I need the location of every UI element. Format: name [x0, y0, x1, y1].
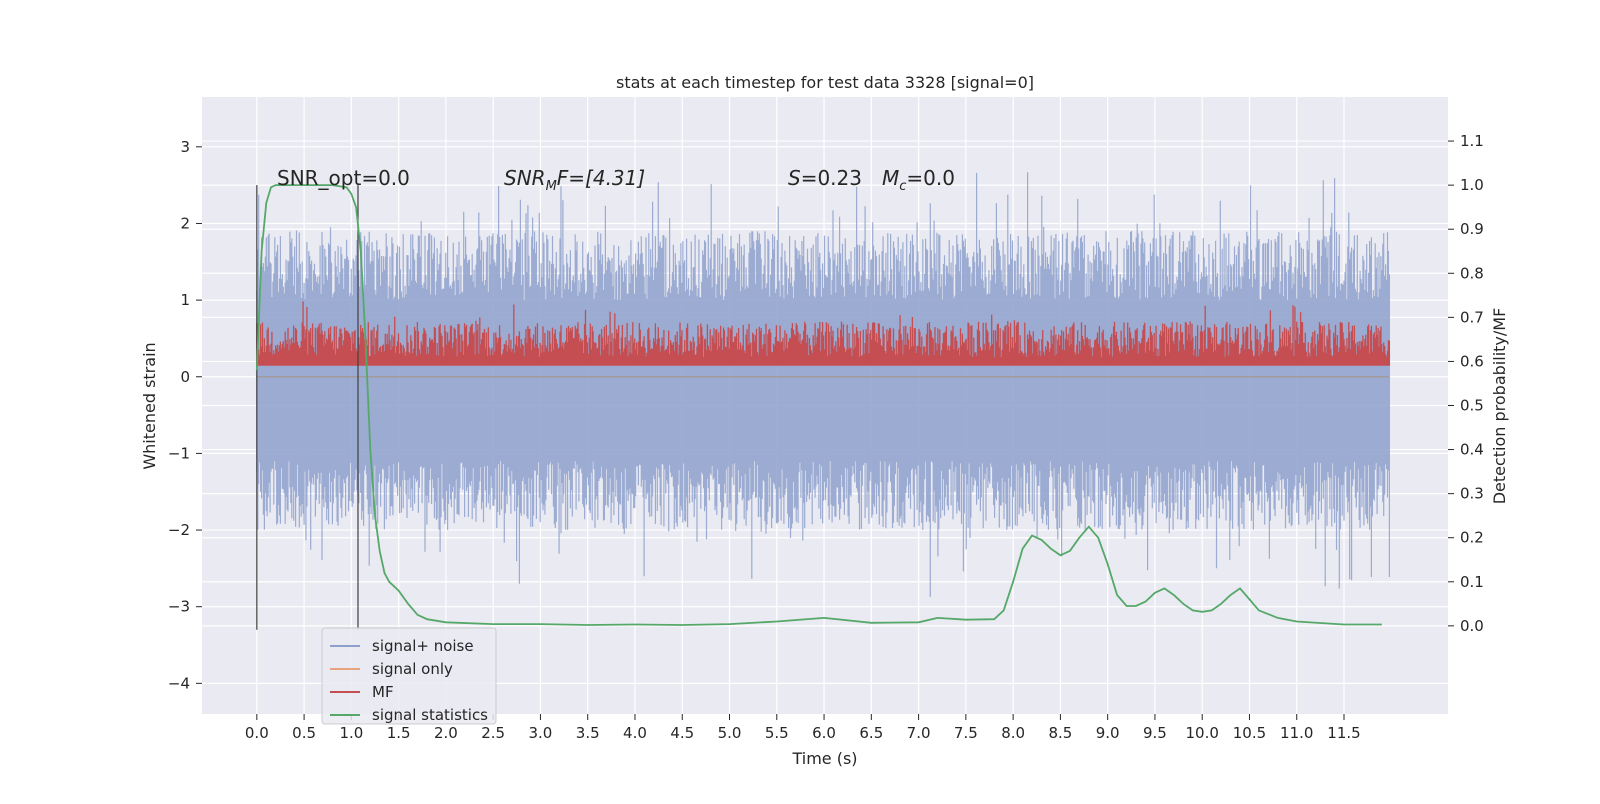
y-tick-label: −2: [168, 521, 190, 539]
legend-label: signal statistics: [372, 706, 488, 724]
right-axis-label: Detection probability/MF: [1490, 308, 1509, 505]
x-tick-label: 10.0: [1186, 724, 1219, 742]
x-tick-label: 5.0: [718, 724, 742, 742]
chart-title: stats at each timestep for test data 332…: [616, 73, 1034, 92]
right-tick-label: 0.8: [1460, 264, 1484, 282]
x-axis-label: Time (s): [791, 749, 857, 768]
right-tick-label: 0.6: [1460, 352, 1484, 370]
y-tick-label: 2: [180, 214, 190, 232]
y-tick-label: −3: [168, 598, 190, 616]
mc-label: M: [882, 166, 899, 190]
annotation-snr-mf: SNRMF=[4.31]: [504, 166, 645, 194]
x-tick-label: 5.5: [765, 724, 789, 742]
legend-box: [321, 627, 497, 725]
annotation-s: S=0.23: [788, 166, 862, 190]
y-axis-label: Whitened strain: [140, 342, 159, 469]
right-tick-label: 0.5: [1460, 397, 1484, 415]
right-axis-ticks: 1.1 1.0 0.9 0.8 0.7 0.6 0.5 0.4 0.3 0.2 0.1 0.0: [1448, 132, 1484, 635]
x-tick-label: 2.5: [481, 724, 505, 742]
y-tick-label: −1: [168, 444, 190, 462]
x-tick-label: 0.0: [245, 724, 269, 742]
legend: signal+ noise signal only MF signal statist…: [321, 627, 497, 725]
y-tick-label: 0: [180, 368, 190, 386]
annotation-snr-opt: SNR_opt=0.0: [277, 166, 410, 190]
x-tick-label: 11.0: [1280, 724, 1313, 742]
signal-statistics-series: [255, 184, 1382, 626]
mc-value: =0.0: [906, 166, 955, 190]
x-tick-label: 11.5: [1327, 724, 1360, 742]
y-axis-ticks: 3 2 1 0 −1 −2 −3 −4: [168, 138, 202, 692]
right-tick-label: 1.0: [1460, 176, 1484, 194]
right-tick-label: 0.3: [1460, 485, 1484, 503]
y-tick-label: 3: [180, 138, 190, 156]
right-tick-label: 1.1: [1460, 132, 1484, 150]
x-tick-label: 4.5: [670, 724, 694, 742]
x-tick-label: 0.5: [292, 724, 316, 742]
snr-mf-prefix: SNR: [504, 166, 546, 190]
x-tick-label: 6.0: [812, 724, 836, 742]
x-tick-label: 9.0: [1096, 724, 1120, 742]
right-tick-label: 0.7: [1460, 308, 1484, 326]
y-tick-label: 1: [180, 291, 190, 309]
x-tick-label: 6.5: [859, 724, 883, 742]
legend-label: MF: [372, 683, 394, 701]
s-value: =0.23: [801, 166, 862, 190]
x-axis-ticks: 0.0 0.5 1.0 1.5 2.0 2.5 3.0 3.5 4.0 4.5 5.0 5.5 6.0 6…: [245, 714, 1361, 742]
snr-mf-subscript: M: [546, 179, 557, 194]
right-tick-label: 0.1: [1460, 573, 1484, 591]
s-label: S: [788, 166, 801, 190]
x-tick-label: 9.5: [1143, 724, 1167, 742]
x-tick-label: 2.0: [434, 724, 458, 742]
x-tick-label: 3.5: [576, 724, 600, 742]
annotation-mc: Mc=0.0: [882, 166, 955, 194]
x-tick-label: 7.0: [907, 724, 931, 742]
right-tick-label: 0.9: [1460, 220, 1484, 238]
y-tick-label: −4: [168, 674, 190, 692]
right-tick-label: 0.2: [1460, 529, 1484, 547]
x-tick-label: 8.5: [1048, 724, 1072, 742]
x-tick-label: 7.5: [954, 724, 978, 742]
x-tick-label: 3.0: [529, 724, 553, 742]
right-tick-label: 0.0: [1460, 617, 1484, 635]
x-tick-label: 8.0: [1001, 724, 1025, 742]
right-tick-label: 0.4: [1460, 441, 1484, 459]
x-tick-label: 1.0: [339, 724, 363, 742]
snr-mf-suffix: F=[4.31]: [557, 166, 645, 190]
mc-subscript: c: [899, 179, 906, 194]
legend-label: signal only: [372, 660, 453, 678]
event-markers: [256, 185, 359, 630]
x-tick-label: 4.0: [623, 724, 647, 742]
legend-label: signal+ noise: [372, 637, 474, 655]
x-tick-label: 10.5: [1233, 724, 1266, 742]
x-tick-label: 1.5: [387, 724, 411, 742]
